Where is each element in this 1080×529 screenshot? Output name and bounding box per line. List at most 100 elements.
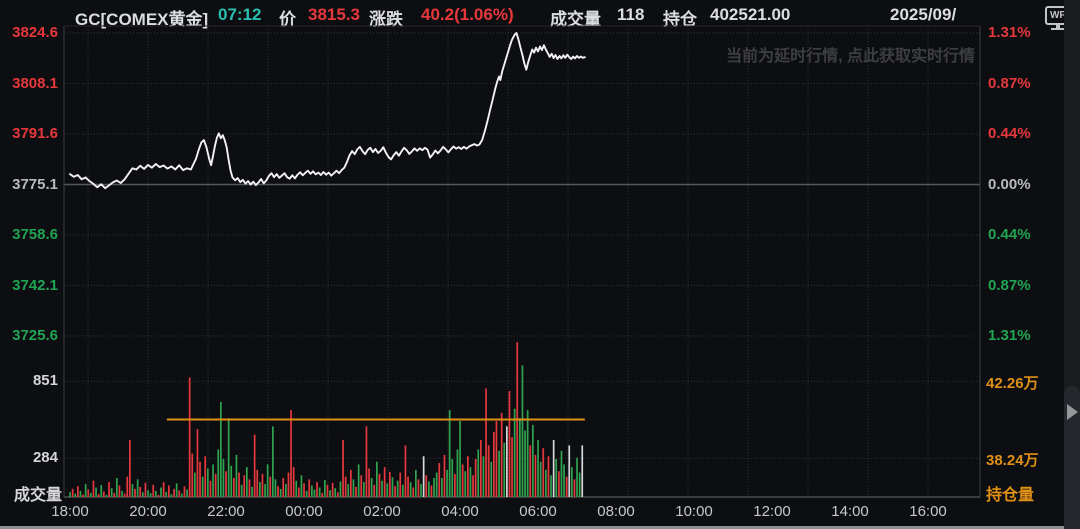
volume-bar — [71, 488, 74, 497]
volume-bar — [412, 487, 415, 497]
volume-bar — [581, 445, 584, 497]
volume-bar — [391, 477, 394, 497]
volume-bar — [243, 475, 246, 497]
open-interest-value: 402521.00 — [710, 5, 791, 24]
volume-bar — [175, 483, 178, 497]
scrollbar-thumb[interactable] — [1064, 386, 1080, 529]
volume-bar — [266, 464, 269, 497]
percent-axis-label: 0.00% — [988, 175, 1031, 193]
volume-bar — [417, 479, 420, 497]
volume-bar — [87, 489, 90, 497]
volume-bar — [404, 445, 407, 497]
volume-bar — [308, 479, 311, 497]
volume-bar — [253, 434, 256, 497]
volume-bar — [82, 494, 84, 497]
volume-bar — [438, 463, 441, 497]
volume-bar — [152, 484, 155, 497]
volume-bar — [402, 484, 404, 497]
volume-bar — [303, 483, 305, 497]
volume-bar — [321, 492, 324, 497]
percent-axis-label: 0.44% — [988, 226, 1031, 243]
change-label: 涨跌 — [369, 10, 403, 29]
volume-bar — [292, 467, 295, 497]
price-axis-label: 3725.6 — [12, 327, 58, 344]
volume-bar — [191, 453, 194, 497]
volume-bar — [295, 480, 298, 497]
volume-bar — [420, 484, 422, 497]
right-scrollbar[interactable] — [1064, 0, 1080, 529]
volume-bar — [539, 461, 542, 497]
volume-bar — [399, 472, 402, 497]
volume-bar — [157, 494, 160, 497]
volume-bar — [560, 450, 563, 497]
volume-bar — [134, 488, 136, 497]
volume-bar — [298, 487, 300, 497]
volume-bar — [201, 476, 204, 497]
price-label: 价 — [279, 10, 296, 29]
last-price-value: 3815.3 — [308, 5, 360, 24]
volume-bar — [500, 412, 503, 497]
volume-bar — [188, 377, 191, 497]
volume-bar — [448, 410, 451, 497]
time-axis-label: 12:00 — [753, 503, 791, 520]
volume-bar — [477, 449, 480, 497]
volume-bar — [461, 464, 464, 497]
volume-bar — [144, 482, 147, 497]
price-axis-label: 3824.6 — [12, 24, 58, 41]
volume-bar — [485, 388, 487, 497]
volume-bar — [238, 472, 240, 497]
volume-bar — [324, 480, 326, 497]
volume-bar — [277, 486, 279, 497]
volume-bar — [212, 464, 214, 497]
volume-bar — [482, 456, 485, 497]
price-axis-label: 3742.1 — [12, 276, 58, 294]
volume-bar — [79, 490, 82, 497]
volume-bar — [116, 477, 118, 497]
volume-bar — [259, 482, 261, 497]
volume-bar — [451, 458, 454, 497]
time-axis-label: 04:00 — [441, 503, 479, 520]
volume-bar — [108, 482, 110, 497]
volume-bar — [521, 365, 524, 497]
volume-bar — [542, 448, 545, 497]
volume-bar — [248, 479, 251, 497]
time-axis-label: 14:00 — [831, 503, 869, 520]
volume-panel-title: 成交量 — [13, 487, 62, 504]
volume-bar — [225, 471, 227, 497]
percent-axis-label: 0.44% — [988, 125, 1031, 142]
volume-bar — [77, 486, 79, 497]
volume-bar — [534, 454, 537, 497]
volume-bar — [441, 477, 443, 497]
volume-bar — [357, 464, 360, 497]
volume-axis-label: 284 — [32, 449, 58, 467]
volume-bar — [508, 391, 511, 497]
volume-bar — [103, 491, 105, 497]
volume-bar — [389, 471, 391, 497]
volume-bar — [573, 479, 576, 497]
volume-bar — [563, 464, 565, 497]
volume-bar — [121, 490, 123, 497]
delayed-quote-notice[interactable]: 当前为延时行情, 点此获取实时行情 — [726, 48, 975, 65]
expand-panel-arrow-icon[interactable] — [1067, 404, 1078, 420]
volume-bar — [165, 491, 168, 497]
volume-bar — [459, 420, 461, 497]
volume-bar — [363, 482, 365, 497]
volume-bar — [95, 487, 97, 497]
volume-bar — [350, 469, 352, 497]
volume-bar — [376, 461, 378, 497]
volume-bar — [334, 488, 337, 497]
volume-bar — [269, 476, 272, 497]
volume-bar — [300, 475, 303, 497]
volume-bar — [235, 454, 238, 497]
volume-bar — [550, 475, 552, 497]
volume-bar — [147, 490, 149, 497]
volume-bar — [370, 477, 373, 497]
volume-bar — [409, 482, 412, 497]
volume-bar — [318, 487, 321, 497]
time-axis-label: 02:00 — [363, 503, 401, 520]
volume-bar — [251, 486, 253, 497]
volume-bar — [326, 484, 329, 497]
volume-bar — [433, 477, 435, 497]
volume-bar — [456, 449, 459, 497]
